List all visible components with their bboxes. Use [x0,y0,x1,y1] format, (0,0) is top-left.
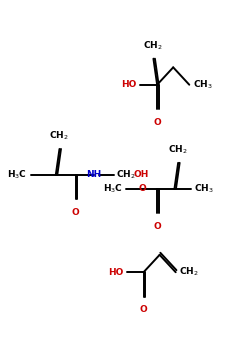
Text: CH$_2$: CH$_2$ [168,144,188,156]
Text: CH$_3$: CH$_3$ [194,183,214,195]
Text: O: O [72,208,80,217]
Text: CH$_3$: CH$_3$ [193,78,213,91]
Text: OH: OH [134,170,149,180]
Text: H$_3$C: H$_3$C [8,169,27,181]
Text: NH: NH [86,170,102,180]
Text: CH$_2$: CH$_2$ [143,39,163,52]
Text: CH$_2$: CH$_2$ [116,169,136,181]
Text: O: O [140,305,147,314]
Text: O: O [138,184,146,194]
Text: HO: HO [108,268,124,277]
Text: O: O [153,118,161,127]
Text: CH$_2$: CH$_2$ [49,130,69,142]
Text: HO: HO [121,80,136,89]
Text: H$_3$C: H$_3$C [102,183,122,195]
Text: CH$_2$: CH$_2$ [180,266,199,279]
Text: O: O [153,222,161,231]
